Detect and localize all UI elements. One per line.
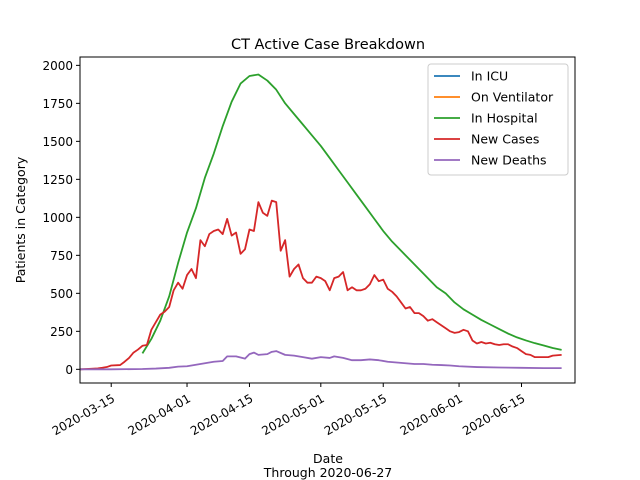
- legend-label: In ICU: [471, 69, 508, 84]
- legend-label: New Deaths: [471, 153, 547, 168]
- y-axis-label: Patients in Category: [13, 156, 28, 283]
- plot-frame: [79, 56, 576, 384]
- y-tick-label: 1750: [42, 97, 73, 111]
- x-axis-label: Date: [313, 451, 343, 466]
- x-tick-label: 2020-05-01: [259, 391, 326, 438]
- y-tick-label: 0: [65, 363, 73, 377]
- series-line-new-deaths: [80, 350, 562, 371]
- legend-label: In Hospital: [471, 111, 538, 126]
- y-tick-label: 1500: [42, 135, 73, 149]
- legend-label: On Ventilator: [471, 90, 554, 105]
- series-line-new-cases: [79, 199, 562, 371]
- x-tick-label: 2020-03-15: [50, 391, 117, 438]
- y-axis: 0 250 500 750 1000 1250 1500 1750 2000: [42, 59, 80, 377]
- legend-box: [427, 63, 569, 176]
- x-axis-sublabel: Through 2020-06-27: [263, 465, 392, 480]
- legend-label: New Cases: [471, 132, 539, 147]
- y-tick-label: 1000: [42, 211, 73, 225]
- x-tick-label: 2020-04-01: [126, 391, 193, 438]
- x-tick-label: 2020-05-15: [322, 391, 389, 438]
- x-tick-label: 2020-04-15: [188, 391, 255, 438]
- y-tick-label: 2000: [42, 59, 73, 73]
- legend: In ICU On Ventilator In Hospital New Cases N…: [427, 63, 569, 176]
- x-tick-label: 2020-06-15: [460, 391, 527, 438]
- y-tick-label: 250: [50, 325, 73, 339]
- y-tick-label: 500: [50, 287, 73, 301]
- y-tick-label: 750: [50, 249, 73, 263]
- series-line-in-hospital: [141, 73, 562, 354]
- chart-title: CT Active Case Breakdown: [231, 37, 425, 53]
- y-tick-label: 1250: [42, 173, 73, 187]
- plot-area: [79, 73, 562, 371]
- x-tick-label: 2020-06-01: [398, 391, 465, 438]
